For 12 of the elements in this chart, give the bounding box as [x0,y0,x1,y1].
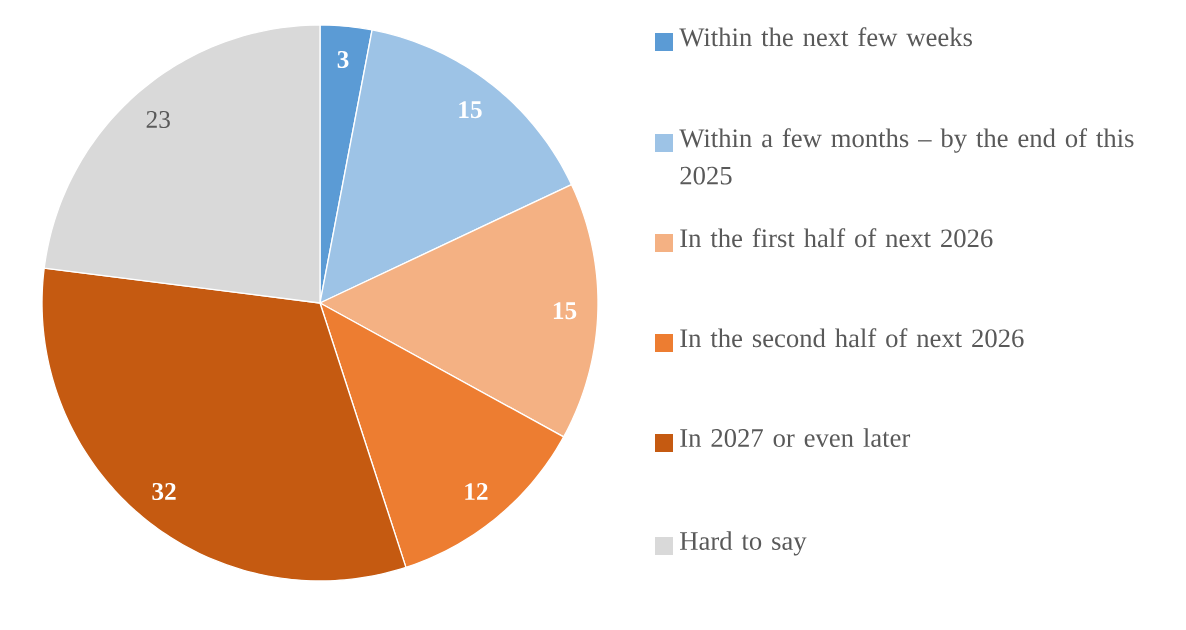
data-label: 12 [465,483,488,500]
legend-label: Within the next few weeks [679,27,972,47]
data-label: 15 [459,101,482,119]
data-label: 32 [152,482,176,500]
data-label: 23 [146,110,170,128]
legend-label: Hard to say [680,531,807,556]
legend-label: In the second half of next 2026 [680,328,1024,348]
legend-label: In the first half of next 2026 [680,228,993,248]
data-label: 3 [337,50,349,68]
legend-label: Within a few months – by the end of this 2025 [679,128,1134,185]
legend-label: In 2027 or even later [680,428,911,448]
data-label: 15 [553,302,577,320]
